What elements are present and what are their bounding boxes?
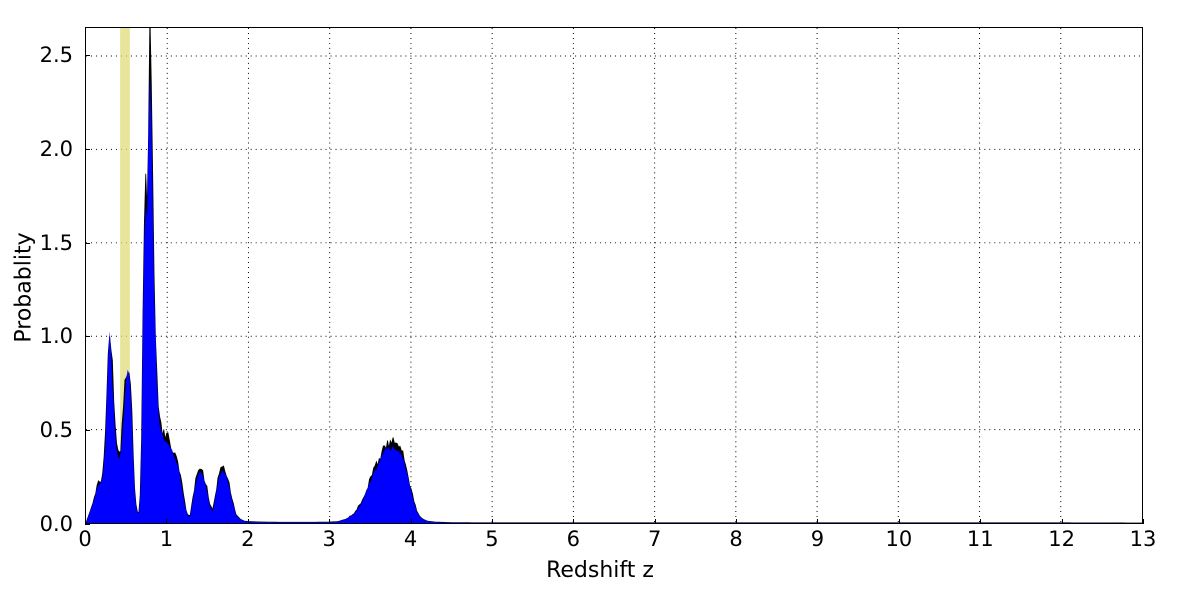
y-tick-mark <box>85 524 90 525</box>
x-tick-label: 5 <box>485 527 499 551</box>
y-axis-tick-labels: 0.0 0.5 1.0 1.5 2.0 2.5 <box>0 0 85 600</box>
x-tick-label: 1 <box>159 527 174 551</box>
x-tick-label: 12 <box>1048 527 1075 551</box>
x-tick-mark <box>247 519 249 524</box>
y-tick-mark <box>85 148 90 150</box>
x-tick-label: 3 <box>322 527 336 551</box>
x-tick-mark <box>1061 519 1063 524</box>
x-tick-label: 9 <box>810 527 825 551</box>
y-tick-label: 0.0 <box>39 512 73 536</box>
x-tick-label: 2 <box>241 527 255 551</box>
y-tick-mark <box>85 242 90 244</box>
y-tick-mark <box>85 336 90 338</box>
highlight-band <box>86 28 1142 523</box>
x-axis-tick-labels: 0 1 2 3 4 5 6 7 8 9 10 11 12 13 <box>78 527 1156 567</box>
x-tick-label: 11 <box>966 527 994 551</box>
plot-area <box>85 27 1143 524</box>
x-tick-mark <box>491 519 493 524</box>
x-tick-label: 8 <box>729 527 743 551</box>
x-tick-mark <box>817 519 819 524</box>
y-tick-label: 1.5 <box>39 230 73 255</box>
x-tick-mark <box>980 519 982 524</box>
x-tick-mark <box>898 519 900 524</box>
y-tick-label: 1.0 <box>39 324 73 349</box>
y-tick-label: 2.5 <box>39 43 73 68</box>
x-tick-mark <box>85 519 86 524</box>
pdf-curve <box>86 28 1142 523</box>
x-tick-mark <box>736 519 738 524</box>
y-tick-label: 2.0 <box>39 136 73 161</box>
y-tick-mark <box>85 430 90 432</box>
x-tick-mark <box>166 519 168 524</box>
x-tick-label: 0 <box>78 527 92 551</box>
x-axis-title: Redshift z <box>546 558 654 583</box>
x-tick-mark <box>410 519 412 524</box>
x-tick-label: 4 <box>403 527 418 551</box>
y-tick-label: 0.5 <box>39 418 73 443</box>
x-tick-mark <box>573 519 575 524</box>
x-tick-label: 7 <box>648 527 662 551</box>
x-tick-mark <box>329 519 331 524</box>
x-tick-label: 13 <box>1129 527 1157 551</box>
x-tick-label: 10 <box>885 527 913 551</box>
x-tick-mark <box>1143 519 1144 524</box>
y-tick-mark <box>85 55 90 57</box>
x-tick-mark <box>654 519 656 524</box>
x-tick-label: 6 <box>566 527 580 551</box>
